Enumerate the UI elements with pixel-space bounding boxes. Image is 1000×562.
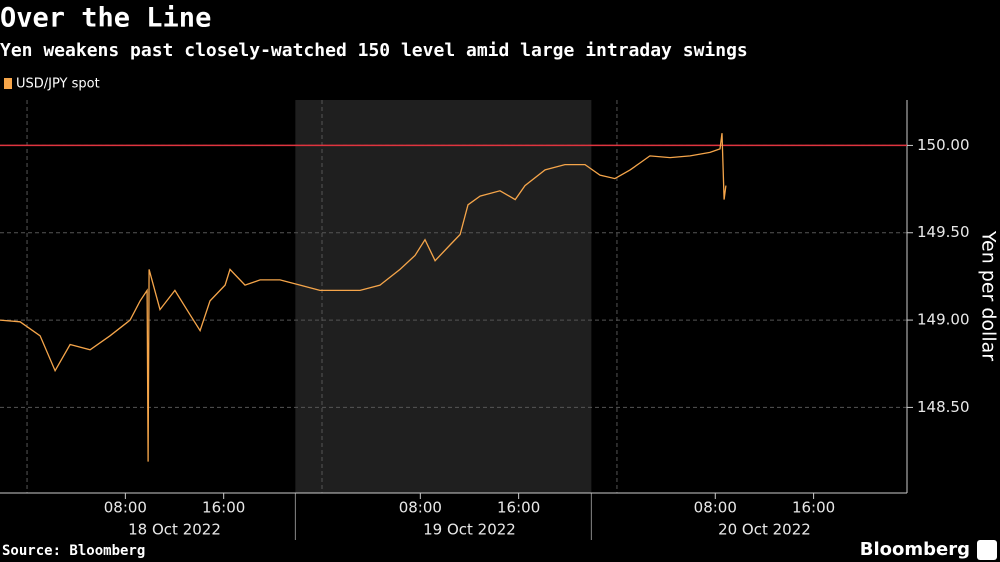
brand-icon bbox=[977, 540, 997, 560]
plot-area: 148.50 149.00 149.50 150.00 18 Oct 2022 19 Oc… bbox=[0, 100, 970, 540]
x-tick-label: 16:00 bbox=[202, 499, 245, 517]
chart-title: Over the Line bbox=[0, 3, 211, 34]
source: Source: Bloomberg bbox=[2, 543, 145, 559]
series-line bbox=[0, 133, 727, 462]
legend-swatch bbox=[4, 78, 12, 89]
date-label: 20 Oct 2022 bbox=[718, 521, 811, 539]
y-tick-label: 150.00 bbox=[917, 136, 970, 154]
legend-label: USD/JPY spot bbox=[16, 77, 100, 92]
x-tick-label: 08:00 bbox=[104, 499, 147, 517]
x-tick-label: 08:00 bbox=[694, 499, 737, 517]
y-tick-label: 148.50 bbox=[917, 398, 970, 416]
x-tick-label: 16:00 bbox=[792, 499, 835, 517]
date-label: 18 Oct 2022 bbox=[128, 521, 221, 539]
brand: Bloomberg bbox=[860, 539, 970, 560]
x-tick-label: 08:00 bbox=[399, 499, 442, 517]
date-label: 19 Oct 2022 bbox=[423, 521, 516, 539]
chart-subtitle: Yen weakens past closely-watched 150 lev… bbox=[0, 40, 748, 61]
y-tick-label: 149.50 bbox=[917, 223, 970, 241]
y-tick-label: 149.00 bbox=[917, 311, 970, 329]
x-tick-label: 16:00 bbox=[497, 499, 540, 517]
y-axis-label: Yen per dollar bbox=[978, 230, 1000, 361]
shaded-region bbox=[295, 100, 592, 493]
